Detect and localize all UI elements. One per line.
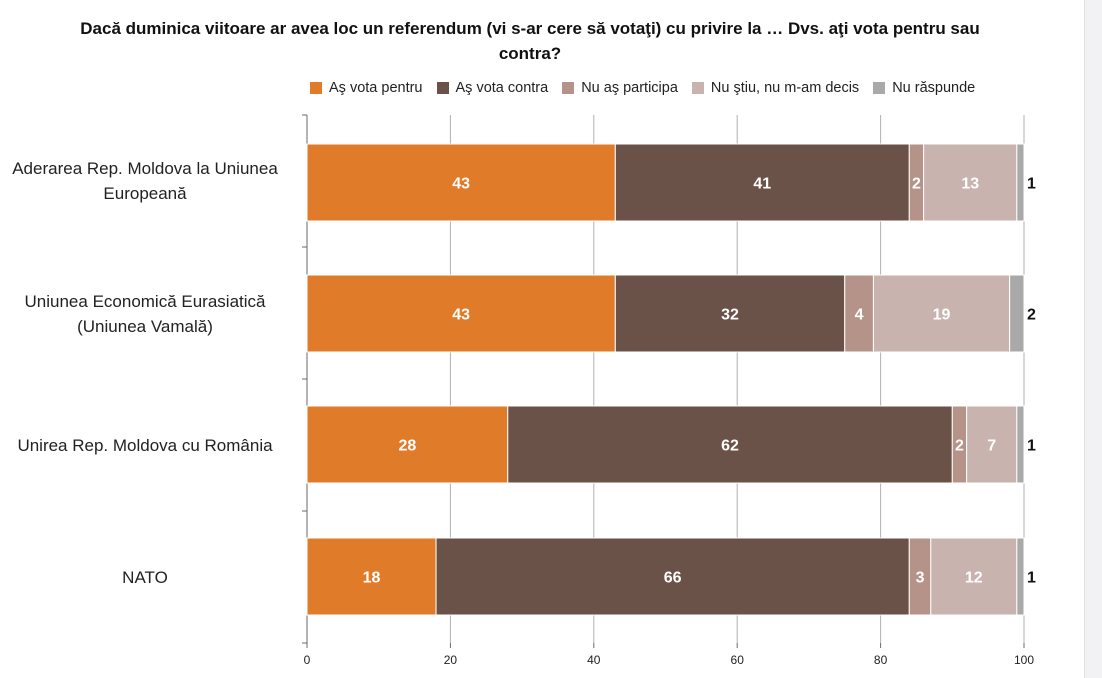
- legend-swatch: [310, 82, 322, 94]
- legend-label: Nu ştiu, nu m-am decis: [710, 80, 860, 96]
- bar-segment: [306, 537, 437, 616]
- x-tick-label: 40: [587, 653, 601, 667]
- legend-swatch: [436, 82, 449, 94]
- legend: Aş vota pentru Aş vota contra Nu aş part…: [310, 78, 975, 98]
- legend-item-pentru: Aş vota pentru: [310, 80, 423, 96]
- bar-segment: [1009, 274, 1025, 353]
- data-label: 32: [721, 307, 739, 324]
- data-label: 1: [1027, 438, 1036, 455]
- data-label: 1: [1027, 570, 1036, 587]
- legend-item-contra: Aş vota contra: [436, 80, 549, 96]
- bar-segment: [1016, 405, 1025, 484]
- legend-label: Nu aş participa: [581, 80, 678, 96]
- legend-item-nu-stiu: Nu ştiu, nu m-am decis: [691, 80, 860, 96]
- x-tick-label: 0: [304, 653, 311, 667]
- data-label: 43: [452, 307, 470, 324]
- bar-segment: [966, 405, 1018, 484]
- bar-segment: [507, 405, 953, 484]
- bar-segment: [614, 274, 846, 353]
- data-label: 2: [912, 176, 921, 193]
- legend-swatch: [691, 82, 704, 94]
- chart-title: Dacă duminica viitoare ar avea loc un re…: [80, 19, 980, 63]
- page-edge-strip: [1084, 0, 1102, 678]
- bar-segment: [1016, 143, 1025, 222]
- x-tick-label: 20: [444, 653, 458, 667]
- x-tick-label: 60: [731, 653, 745, 667]
- data-label: 12: [965, 570, 983, 587]
- data-label: 19: [933, 307, 951, 324]
- data-label: 2: [955, 438, 964, 455]
- data-label: 28: [398, 438, 416, 455]
- bar-segment: [1016, 537, 1025, 616]
- legend-label: Aş vota contra: [455, 80, 549, 96]
- data-label: 7: [987, 438, 996, 455]
- legend-swatch: [873, 82, 886, 94]
- legend-swatch: [562, 82, 575, 94]
- bar-segment: [614, 143, 910, 222]
- bar-segment: [306, 405, 509, 484]
- legend-item-nu-participa: Nu aş participa: [562, 80, 678, 96]
- category-label: Unirea Rep. Moldova cu România: [17, 436, 273, 455]
- bar-segment: [844, 274, 874, 353]
- bar-segment: [435, 537, 910, 616]
- data-label: 4: [855, 307, 864, 324]
- data-label: 3: [916, 570, 925, 587]
- data-label: 18: [363, 570, 381, 587]
- legend-label: Aş vota pentru: [329, 80, 423, 96]
- data-label: 1: [1027, 176, 1036, 193]
- data-label: 13: [961, 176, 979, 193]
- category-label: Aderarea Rep. Moldova la Uniunea Europea…: [12, 159, 278, 203]
- data-label: 66: [664, 570, 682, 587]
- category-label: NATO: [122, 568, 168, 587]
- bar-segment: [306, 143, 616, 222]
- data-label: 41: [753, 176, 771, 193]
- bar-segment: [872, 274, 1011, 353]
- legend-item-nu-raspunde: Nu răspunde: [873, 80, 975, 96]
- data-label: 2: [1027, 307, 1036, 324]
- category-label: Uniunea Economică Eurasiatică (Uniunea V…: [24, 292, 266, 336]
- legend-label: Nu răspunde: [892, 80, 976, 96]
- bar-segment: [306, 274, 616, 353]
- data-label: 43: [452, 176, 470, 193]
- data-label: 62: [721, 438, 739, 455]
- x-tick-label: 80: [874, 653, 888, 667]
- x-tick-label: 100: [1014, 653, 1034, 667]
